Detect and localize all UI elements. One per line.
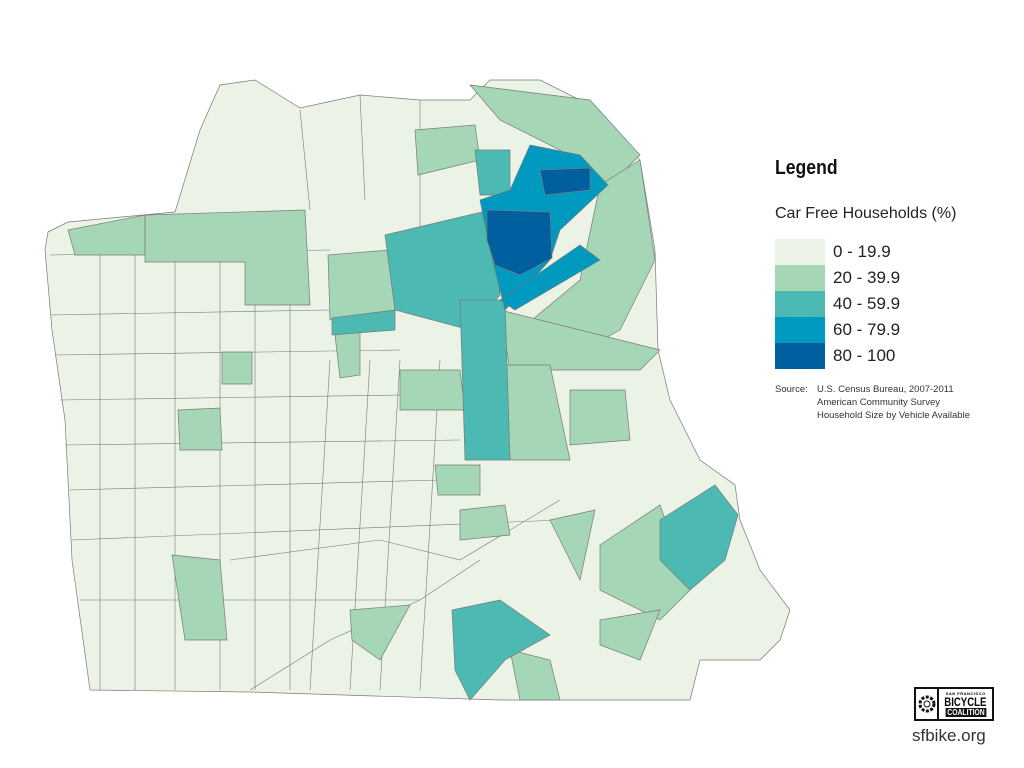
census-tract-class-1 xyxy=(221,351,253,385)
legend-class: 80 - 100 xyxy=(775,343,900,369)
legend-class: 60 - 79.9 xyxy=(775,317,900,343)
tract-boundary xyxy=(229,499,561,561)
legend-label: 0 - 19.9 xyxy=(833,242,891,261)
census-tract-class-4 xyxy=(486,209,553,276)
census-tract-class-1 xyxy=(349,604,411,661)
census-tract-class-1 xyxy=(171,554,228,641)
legend-swatch xyxy=(775,239,825,265)
census-tract-class-2 xyxy=(659,484,739,591)
census-tract-class-2 xyxy=(331,309,396,336)
legend-class: 0 - 19.9 xyxy=(775,239,900,265)
legend-swatch xyxy=(775,265,825,291)
census-tract-class-3 xyxy=(499,244,601,311)
legend-label: 80 - 100 xyxy=(833,346,896,365)
census-tract-class-1 xyxy=(459,504,511,541)
source-key: Source: xyxy=(775,384,808,395)
census-tract-class-1 xyxy=(549,509,596,582)
census-tract-class-1 xyxy=(434,464,481,496)
tract-boundary xyxy=(59,394,401,401)
bicycle-coalition-logo: SAN FRANCISCO BICYCLE COALITION xyxy=(914,687,994,721)
legend-title: Legend xyxy=(775,157,838,179)
tract-boundary xyxy=(419,359,441,691)
legend-label: 40 - 59.9 xyxy=(833,294,901,313)
legend-swatch xyxy=(775,317,825,343)
tract-boundary xyxy=(309,359,331,691)
source-line: Household Size by Vehicle Available xyxy=(817,410,970,421)
tract-boundary xyxy=(49,309,331,316)
logo-top-text: SAN FRANCISCO xyxy=(945,691,986,696)
census-tract-class-2 xyxy=(474,149,511,196)
census-tract-class-1 xyxy=(399,369,466,411)
census-tract-class-1 xyxy=(144,209,311,306)
legend-class: 20 - 39.9 xyxy=(775,265,900,291)
logo-main-text: BICYCLE xyxy=(944,695,987,709)
legend-swatch xyxy=(775,343,825,369)
legend-subtitle: Car Free Households (%) xyxy=(775,205,957,222)
census-tract-class-1 xyxy=(327,249,396,321)
tract-boundary xyxy=(64,439,461,446)
logo-sub-text: COALITION xyxy=(945,708,987,717)
census-tract-class-1 xyxy=(569,389,631,446)
legend-label: 20 - 39.9 xyxy=(833,268,901,287)
legend-swatch xyxy=(775,291,825,317)
census-tract-class-1 xyxy=(177,407,223,451)
legend-classes: 0 - 19.9 20 - 39.9 40 - 59.9 60 - 79.9 8… xyxy=(775,239,900,369)
census-tract-class-2 xyxy=(459,299,511,461)
census-tract-class-1 xyxy=(509,649,561,701)
census-tract-class-2 xyxy=(451,599,551,701)
legend-class: 40 - 59.9 xyxy=(775,291,900,317)
legend-label: 60 - 79.9 xyxy=(833,320,901,339)
census-tract-class-1 xyxy=(599,609,661,661)
website-link[interactable]: sfbike.org xyxy=(912,726,986,745)
source-line: American Community Survey xyxy=(817,397,941,408)
tract-boundary xyxy=(299,109,311,211)
census-tract-class-4 xyxy=(539,167,591,196)
source-line: U.S. Census Bureau, 2007-2011 xyxy=(817,384,954,395)
tract-boundary xyxy=(359,94,366,201)
bike-chain-icon xyxy=(916,689,940,719)
